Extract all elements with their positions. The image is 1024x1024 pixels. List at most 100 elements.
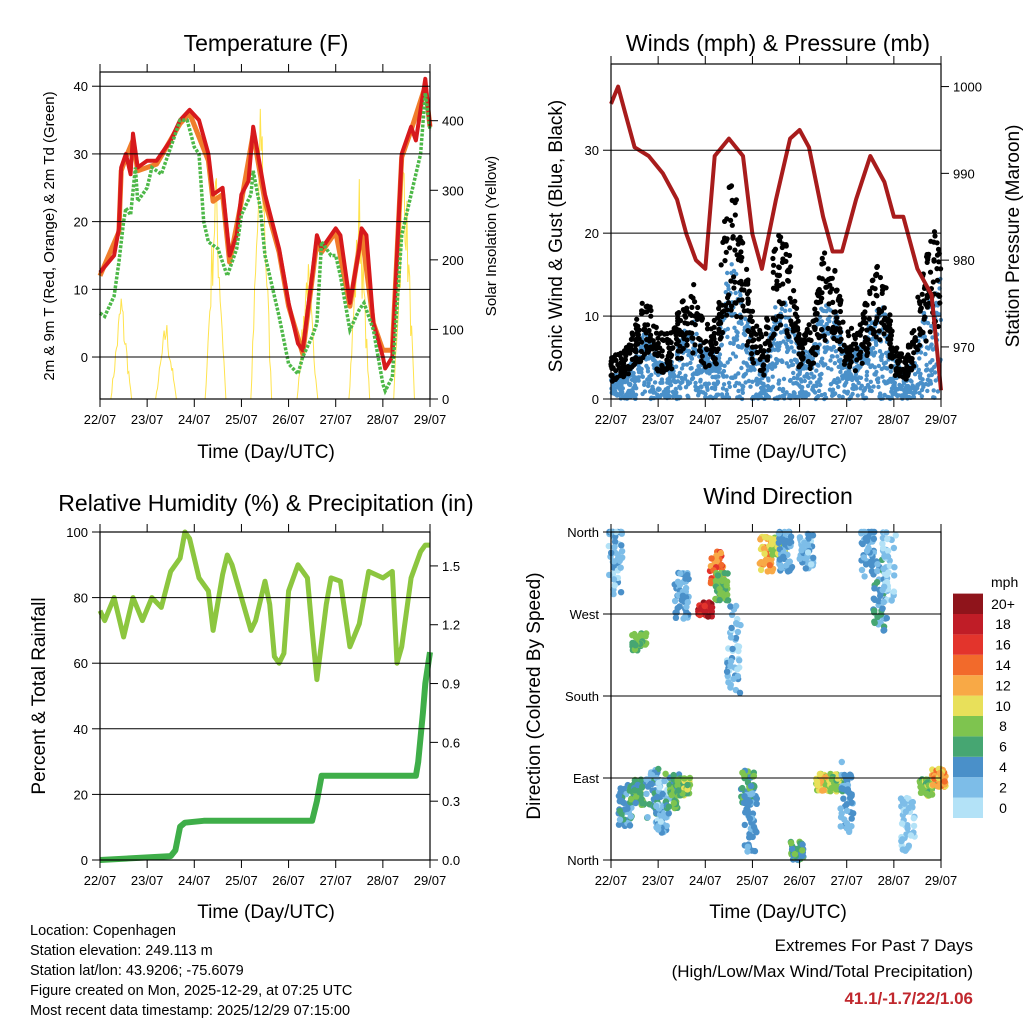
x-tick-label: 23/07 bbox=[131, 412, 164, 427]
wind-point bbox=[706, 381, 711, 386]
gust-point bbox=[843, 357, 849, 363]
gust-point bbox=[725, 295, 731, 301]
gust-point bbox=[732, 247, 738, 253]
wind-point bbox=[827, 319, 832, 324]
y2-tick-label: 0 bbox=[442, 392, 449, 407]
gust-point bbox=[909, 330, 915, 336]
wind-point bbox=[770, 384, 776, 389]
wind-point bbox=[921, 310, 927, 316]
colorbar-swatch bbox=[953, 777, 983, 798]
wind-point bbox=[780, 386, 786, 392]
gust-point bbox=[887, 352, 893, 358]
wind-point bbox=[911, 394, 917, 400]
wind-point bbox=[726, 286, 731, 292]
direction-point bbox=[723, 668, 731, 675]
direction-point bbox=[848, 815, 855, 822]
wind-point bbox=[836, 384, 841, 390]
gust-point bbox=[751, 337, 757, 343]
direction-point bbox=[655, 779, 662, 786]
wind-point bbox=[933, 378, 938, 383]
wind-point bbox=[639, 370, 644, 375]
humidity-line bbox=[97, 529, 430, 683]
wind-point bbox=[816, 363, 821, 368]
wind-point bbox=[752, 367, 757, 372]
created-text: Figure created on Mon, 2025-12-29, at 07… bbox=[30, 983, 352, 999]
wind-point bbox=[678, 386, 683, 391]
y2-tick-label: 200 bbox=[442, 253, 464, 268]
y2-tick-label: 0.0 bbox=[442, 853, 460, 868]
gust-point bbox=[767, 342, 773, 348]
gust-point bbox=[786, 269, 792, 275]
x-tick-label: 29/07 bbox=[414, 412, 447, 427]
gust-point bbox=[794, 314, 800, 320]
gust-point bbox=[716, 305, 722, 312]
wind-point bbox=[924, 362, 929, 368]
gust-point bbox=[695, 304, 701, 311]
wind-point bbox=[928, 381, 934, 386]
x-tick-label: 23/07 bbox=[131, 873, 164, 888]
direction-point bbox=[632, 642, 639, 649]
direction-point bbox=[739, 769, 746, 776]
x-tick-label: 27/07 bbox=[830, 873, 863, 888]
wind-point bbox=[636, 378, 641, 383]
gust-point bbox=[728, 217, 734, 223]
gust-point bbox=[848, 347, 854, 353]
direction-point bbox=[808, 561, 815, 568]
gust-point bbox=[760, 352, 766, 358]
direction-point bbox=[840, 795, 847, 802]
wind-point bbox=[649, 372, 654, 378]
colorbar-swatch bbox=[953, 736, 983, 757]
wind-point bbox=[715, 380, 721, 385]
plot-frame bbox=[610, 531, 942, 861]
gust-point bbox=[780, 256, 786, 262]
gust-point bbox=[837, 308, 844, 315]
direction-point bbox=[883, 614, 890, 622]
gust-point bbox=[904, 371, 910, 378]
wind-point bbox=[932, 370, 938, 375]
x-tick-label: 29/07 bbox=[925, 873, 958, 888]
gust-point bbox=[754, 349, 760, 356]
gust-point bbox=[812, 325, 818, 331]
wind-point bbox=[676, 374, 681, 379]
x-tick-label: 25/07 bbox=[736, 873, 769, 888]
wind-point bbox=[899, 383, 905, 389]
gust-point bbox=[729, 222, 735, 228]
gust-point bbox=[915, 294, 921, 300]
x-tick-label: 26/07 bbox=[272, 873, 305, 888]
direction-point bbox=[841, 771, 848, 779]
gust-point bbox=[854, 357, 860, 363]
wind-point bbox=[716, 374, 721, 379]
gust-point bbox=[915, 347, 921, 353]
wind-point bbox=[642, 380, 647, 385]
wind-point bbox=[812, 390, 818, 395]
direction-point bbox=[749, 790, 756, 797]
gust-point bbox=[736, 252, 742, 258]
wind-point bbox=[620, 386, 625, 391]
gust-point bbox=[834, 315, 840, 321]
gust-point bbox=[623, 348, 629, 354]
direction-point bbox=[799, 847, 806, 854]
direction-point bbox=[847, 772, 854, 779]
direction-point bbox=[681, 613, 689, 621]
wind-point bbox=[818, 382, 823, 388]
x-tick-label: 22/07 bbox=[84, 873, 117, 888]
gust-point bbox=[804, 329, 810, 335]
gust-point bbox=[795, 327, 801, 333]
gust-point bbox=[619, 372, 625, 378]
wind-point bbox=[784, 361, 789, 366]
gust-point bbox=[791, 288, 797, 294]
gust-point bbox=[795, 333, 802, 339]
gust-point bbox=[730, 234, 736, 240]
direction-point bbox=[796, 534, 804, 541]
colorbar-label: 18 bbox=[995, 616, 1011, 632]
gust-point bbox=[866, 341, 872, 347]
gust-point bbox=[684, 342, 690, 348]
wind-point bbox=[736, 371, 741, 376]
wind-point bbox=[919, 394, 925, 399]
gust-point bbox=[728, 278, 734, 284]
gust-point bbox=[741, 308, 747, 314]
wind-point bbox=[819, 371, 824, 377]
direction-point bbox=[708, 608, 715, 615]
direction-point bbox=[744, 848, 751, 855]
wind-point bbox=[888, 369, 893, 374]
